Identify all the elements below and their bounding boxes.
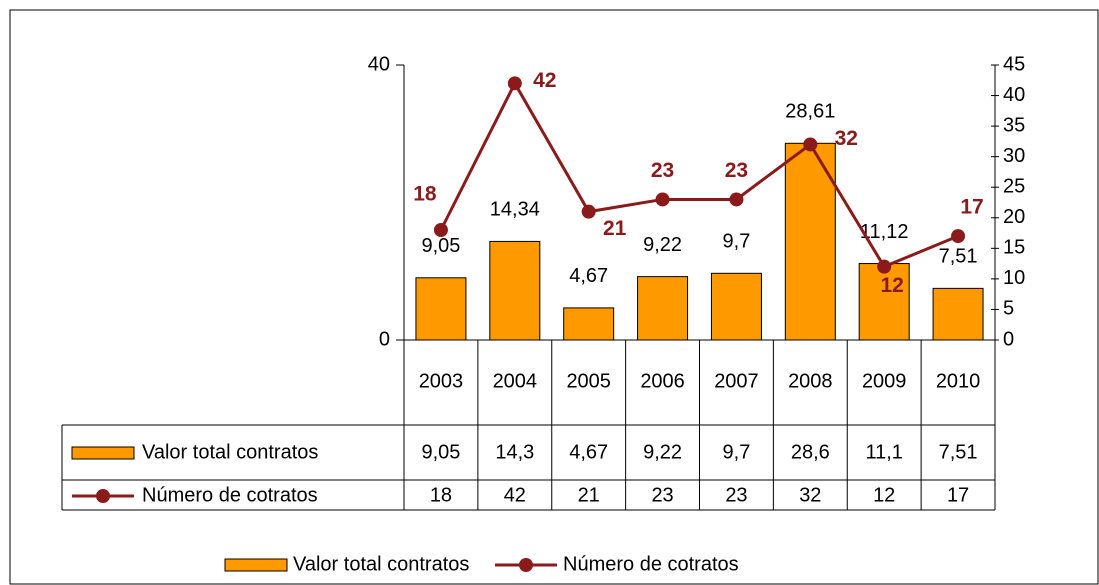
bar [858, 263, 910, 341]
y2-tick-label: 35 [1003, 114, 1025, 136]
marker [951, 229, 966, 244]
x-tick-label: 2010 [936, 370, 981, 392]
table-cell: 14,3 [495, 441, 534, 463]
data-label: 23 [651, 159, 674, 182]
bar [563, 307, 615, 341]
chart-frame [9, 9, 1099, 585]
table-cell: 9,7 [723, 441, 751, 463]
table-cell: 23 [725, 484, 747, 506]
data-label: 21 [603, 217, 627, 240]
table-cell: 42 [504, 484, 526, 506]
marker [433, 223, 448, 237]
table-cell: 7,51 [939, 441, 978, 463]
y2-tick-label: 45 [1003, 53, 1025, 75]
table-row-name: Valor total contratos [142, 441, 318, 463]
data-label: 18 [413, 183, 437, 206]
x-tick-label: 2007 [714, 370, 759, 392]
data-label: 11,12 [860, 221, 909, 243]
table-cell: 12 [873, 484, 895, 506]
data-label: 17 [960, 196, 983, 219]
bar [932, 287, 984, 341]
data-label: 7,51 [939, 246, 978, 268]
legend-key [96, 489, 110, 503]
legend-label: Número de cotratos [563, 553, 739, 575]
data-label: 9,7 [723, 231, 751, 253]
marker [507, 76, 522, 91]
table-row-name: Número de cotratos [142, 484, 318, 506]
bar [489, 240, 541, 341]
data-label: 12 [881, 274, 904, 297]
marker [877, 259, 892, 274]
bar [637, 276, 689, 341]
table-cell: 32 [799, 484, 821, 506]
table-cell: 9,22 [643, 441, 682, 463]
y2-tick-label: 25 [1003, 176, 1025, 198]
y2-tick-label: 20 [1003, 206, 1025, 228]
table-cell: 21 [578, 484, 600, 506]
bar [710, 272, 762, 341]
marker [803, 137, 818, 152]
table-cell: 23 [651, 484, 673, 506]
data-label: 23 [725, 159, 748, 182]
data-label: 4,67 [569, 265, 608, 287]
line [439, 80, 959, 269]
x-tick-label: 2004 [493, 370, 538, 392]
marker [729, 192, 744, 207]
bar [784, 142, 836, 341]
table-cell: 4,67 [569, 441, 608, 463]
marker [581, 204, 596, 219]
x-tick-label: 2006 [640, 370, 685, 392]
x-tick-label: 2003 [419, 370, 464, 392]
y2-tick-label: 40 [1003, 84, 1025, 106]
y2-tick-label: 10 [1003, 267, 1025, 289]
y2-tick-label: 30 [1003, 145, 1025, 167]
data-label: 32 [835, 127, 858, 150]
y2-tick-label: 0 [1003, 328, 1014, 350]
data-label: 14,34 [490, 199, 540, 221]
x-tick-label: 2009 [862, 370, 907, 392]
x-tick-label: 2005 [566, 370, 611, 392]
y2-tick-label: 5 [1003, 298, 1014, 320]
marker [655, 192, 670, 207]
legend-key [519, 558, 533, 572]
legend-key [71, 446, 135, 460]
table-cell: 28,6 [791, 441, 830, 463]
table-cell: 17 [947, 484, 969, 506]
table-cell: 9,05 [421, 441, 460, 463]
x-tick-label: 2008 [788, 370, 833, 392]
data-label: 9,22 [643, 234, 682, 256]
legend-key [224, 558, 288, 572]
y-tick-label: 40 [368, 53, 390, 75]
y2-tick-label: 15 [1003, 237, 1025, 259]
bar [415, 277, 467, 341]
data-label: 9,05 [421, 235, 460, 257]
table-cell: 11,1 [865, 441, 902, 463]
data-label: 42 [533, 69, 556, 92]
y-tick-label: 0 [379, 328, 390, 350]
legend-label: Valor total contratos [293, 553, 469, 575]
data-label: 28,61 [785, 101, 835, 123]
table-cell: 18 [430, 484, 452, 506]
